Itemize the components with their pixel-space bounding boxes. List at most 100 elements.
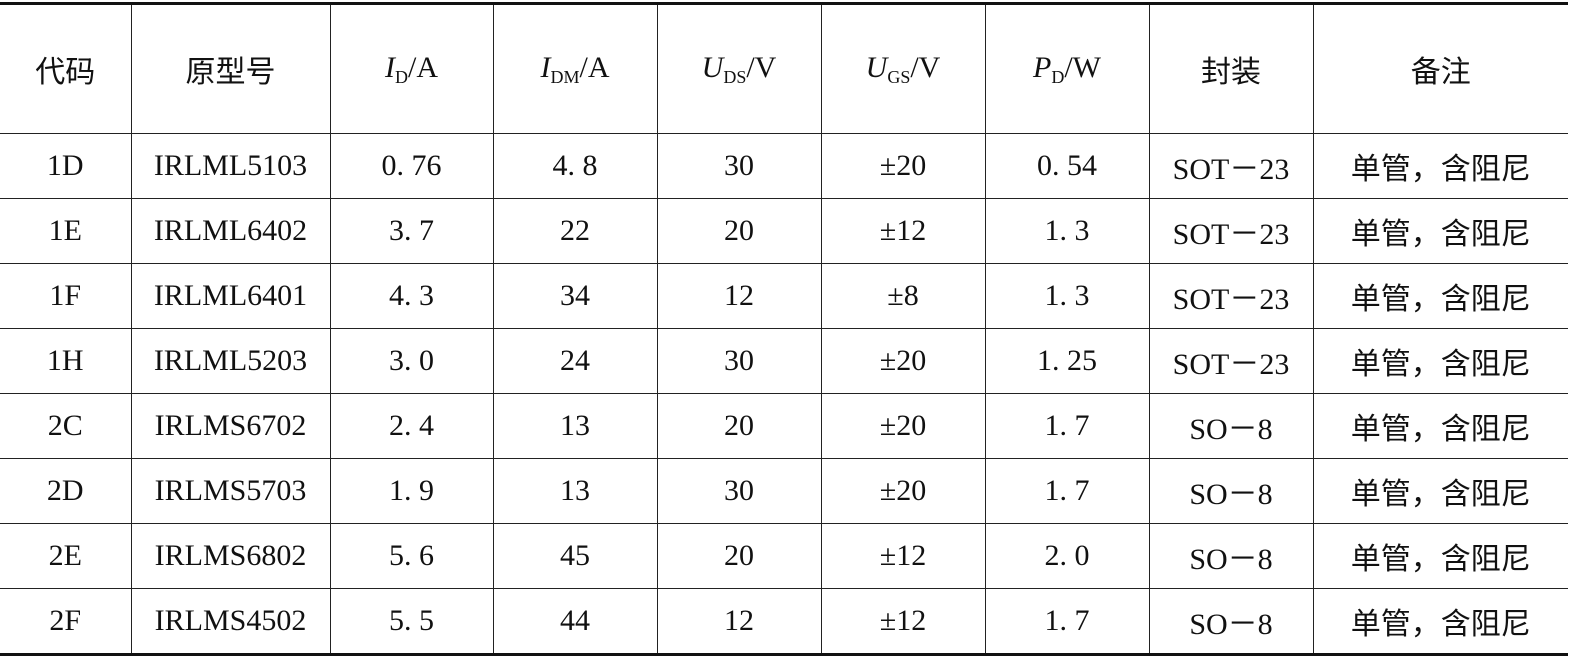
data-cell: IRLML6402 [130,198,331,264]
header-symbol: U [865,50,888,84]
data-cell: ±12 [820,588,986,655]
header-cell: ID/A [329,3,494,134]
data-row: 2E IRLMS6802 5. 6 45 20 ±12 2. 0 SO－8 单管，含阻尼 [0,523,1568,589]
data-cell: IRLML5203 [130,328,331,394]
data-cell: IRLMS6802 [130,523,331,589]
header-subscript: D [395,66,408,87]
data-cell: 5. 6 [329,523,494,589]
header-subscript: GS [887,66,911,87]
data-cell: ±20 [820,458,986,524]
data-cell: 2C [0,393,132,459]
header-subscript: DS [723,66,747,87]
header-row: 代码 原型号 ID/A IDM/A UDS/V UGS/V PD/W 封装 备注 [0,3,1568,134]
data-row: 2C IRLMS6702 2. 4 13 20 ±20 1. 7 SO－8 单管，含阻尼 [0,393,1568,459]
header-cell: UGS/V [820,3,986,134]
data-cell: 单管，含阻尼 [1312,328,1568,394]
data-cell: 1. 7 [984,588,1150,655]
data-row: 1F IRLML6401 4. 3 34 12 ±8 1. 3 SOT－23 单管，含阻尼 [0,263,1568,329]
data-cell: 30 [656,133,822,199]
data-cell: SO－8 [1148,458,1314,524]
data-cell: 0. 54 [984,133,1150,199]
header-cell: PD/W [984,3,1150,134]
data-cell: 22 [492,198,658,264]
data-cell: 1. 7 [984,393,1150,459]
data-cell: 44 [492,588,658,655]
data-cell: 2F [0,588,132,655]
data-cell: SOT－23 [1148,328,1314,394]
data-cell: IRLMS6702 [130,393,331,459]
data-row: 2F IRLMS4502 5. 5 44 12 ±12 1. 7 SO－8 单管，含阻尼 [0,588,1568,655]
data-cell: 30 [656,458,822,524]
data-cell: SOT－23 [1148,263,1314,329]
data-row: 1E IRLML6402 3. 7 22 20 ±12 1. 3 SOT－23 单管，含阻尼 [0,198,1568,264]
data-cell: 3. 0 [329,328,494,394]
data-cell: 2. 0 [984,523,1150,589]
data-cell: 单管，含阻尼 [1312,523,1568,589]
data-cell: 12 [656,588,822,655]
table-body: 代码 原型号 ID/A IDM/A UDS/V UGS/V PD/W 封装 备注 1D IRLML5… [0,3,1568,655]
data-cell: IRLML6401 [130,263,331,329]
data-cell: 单管，含阻尼 [1312,263,1568,329]
data-cell: 1F [0,263,132,329]
data-cell: 4. 3 [329,263,494,329]
data-cell: 2D [0,458,132,524]
data-cell: 24 [492,328,658,394]
header-unit: /W [1064,50,1101,84]
data-row: 1H IRLML5203 3. 0 24 30 ±20 1. 25 SOT－23 单管，含阻尼 [0,328,1568,394]
header-cell: 封装 [1148,3,1314,134]
data-cell: 单管，含阻尼 [1312,198,1568,264]
header-unit: /V [910,50,941,84]
header-unit: /A [408,50,438,84]
data-cell: ±12 [820,198,986,264]
data-cell: 13 [492,393,658,459]
data-cell: ±20 [820,393,986,459]
header-cell: IDM/A [492,3,658,134]
header-subscript: DM [550,66,580,87]
data-cell: ±12 [820,523,986,589]
data-row: 2D IRLMS5703 1. 9 13 30 ±20 1. 7 SO－8 单管，含阻尼 [0,458,1568,524]
header-unit: /A [579,50,610,84]
data-cell: SO－8 [1148,393,1314,459]
data-row: 1D IRLML5103 0. 76 4. 8 30 ±20 0. 54 SOT－23 单管，含… [0,133,1568,199]
data-cell: ±20 [820,328,986,394]
spec-table: 代码 原型号 ID/A IDM/A UDS/V UGS/V PD/W 封装 备注 1D IRLML5… [0,2,1568,656]
data-cell: 45 [492,523,658,589]
header-cell: 代码 [0,3,132,134]
data-cell: IRLMS4502 [130,588,331,655]
data-cell: 13 [492,458,658,524]
data-cell: 单管，含阻尼 [1312,133,1568,199]
data-cell: 单管，含阻尼 [1312,393,1568,459]
header-subscript: D [1051,66,1065,87]
data-cell: 1. 3 [984,198,1150,264]
data-cell: 20 [656,523,822,589]
data-cell: SO－8 [1148,588,1314,655]
data-cell: 20 [656,198,822,264]
data-cell: 3. 7 [329,198,494,264]
data-cell: 30 [656,328,822,394]
data-cell: 1. 7 [984,458,1150,524]
header-symbol: I [540,50,551,84]
data-cell: SOT－23 [1148,133,1314,199]
data-cell: ±8 [820,263,986,329]
data-cell: 0. 76 [329,133,494,199]
data-cell: 34 [492,263,658,329]
header-symbol: I [385,50,395,84]
data-cell: 1. 3 [984,263,1150,329]
data-cell: 单管，含阻尼 [1312,588,1568,655]
header-symbol: P [1033,50,1052,84]
data-cell: 20 [656,393,822,459]
data-cell: 1D [0,133,132,199]
data-cell: 4. 8 [492,133,658,199]
data-cell: 1. 9 [329,458,494,524]
header-cell: UDS/V [656,3,822,134]
data-cell: 1E [0,198,132,264]
data-cell: 1H [0,328,132,394]
header-symbol: U [701,50,724,84]
data-cell: ±20 [820,133,986,199]
header-cell: 备注 [1312,3,1568,134]
header-cell: 原型号 [130,3,331,134]
data-cell: 5. 5 [329,588,494,655]
header-unit: /V [746,50,777,84]
data-cell: 2. 4 [329,393,494,459]
